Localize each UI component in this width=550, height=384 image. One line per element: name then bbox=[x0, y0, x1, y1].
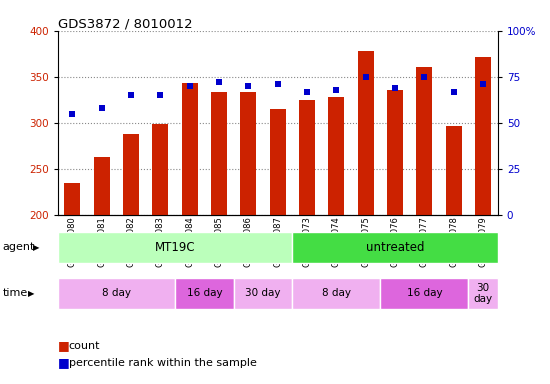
Text: 30
day: 30 day bbox=[474, 283, 493, 304]
Bar bbox=[328, 97, 344, 215]
Point bbox=[449, 88, 458, 94]
Point bbox=[302, 88, 311, 94]
Text: MT19C: MT19C bbox=[155, 241, 195, 254]
Bar bbox=[387, 90, 403, 215]
Point bbox=[244, 83, 253, 89]
Bar bbox=[152, 124, 168, 215]
Text: 30 day: 30 day bbox=[245, 288, 281, 298]
Text: time: time bbox=[3, 288, 28, 298]
Point bbox=[214, 79, 223, 85]
Bar bbox=[64, 183, 80, 215]
Bar bbox=[446, 126, 462, 215]
Bar bbox=[182, 83, 198, 215]
Bar bbox=[270, 109, 286, 215]
Text: agent: agent bbox=[3, 242, 35, 252]
Point bbox=[273, 81, 282, 87]
Text: ▶: ▶ bbox=[28, 289, 34, 298]
Text: count: count bbox=[69, 341, 100, 351]
Bar bbox=[358, 51, 374, 215]
Point bbox=[361, 74, 370, 80]
Text: 16 day: 16 day bbox=[186, 288, 222, 298]
Point bbox=[478, 81, 487, 87]
Point bbox=[332, 87, 341, 93]
Point bbox=[390, 85, 399, 91]
Text: ▶: ▶ bbox=[33, 243, 40, 252]
Bar bbox=[416, 67, 432, 215]
Point bbox=[126, 92, 135, 98]
Text: untreated: untreated bbox=[366, 241, 425, 254]
Bar bbox=[299, 100, 315, 215]
Text: 8 day: 8 day bbox=[322, 288, 351, 298]
Point bbox=[68, 111, 77, 117]
Text: ■: ■ bbox=[58, 356, 69, 369]
Text: GDS3872 / 8010012: GDS3872 / 8010012 bbox=[58, 17, 192, 30]
Point bbox=[156, 92, 165, 98]
Text: 8 day: 8 day bbox=[102, 288, 131, 298]
Bar bbox=[94, 157, 110, 215]
Text: 16 day: 16 day bbox=[406, 288, 442, 298]
Point bbox=[97, 105, 106, 111]
Text: ■: ■ bbox=[58, 339, 69, 352]
Text: percentile rank within the sample: percentile rank within the sample bbox=[69, 358, 257, 368]
Point bbox=[185, 83, 194, 89]
Point bbox=[420, 74, 429, 80]
Bar bbox=[123, 134, 139, 215]
Bar bbox=[240, 93, 256, 215]
Bar bbox=[211, 93, 227, 215]
Bar bbox=[475, 58, 491, 215]
